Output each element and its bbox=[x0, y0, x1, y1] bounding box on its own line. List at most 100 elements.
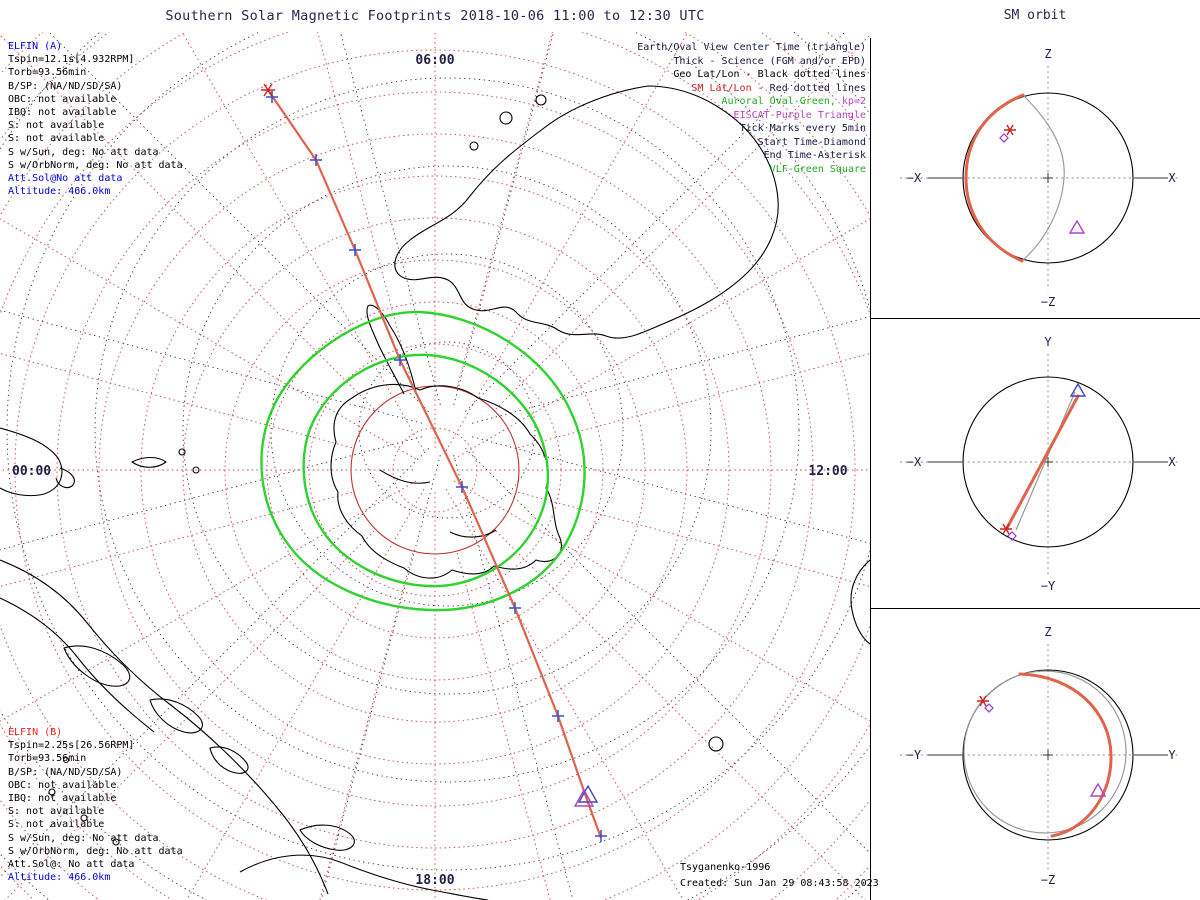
info-line: Altitude: 466.0km bbox=[8, 186, 111, 198]
orbit-arc-farside bbox=[1015, 391, 1076, 531]
axis-label-z-plus: Z bbox=[1044, 625, 1051, 639]
orbit-sphere bbox=[962, 669, 1134, 841]
info-line: S w/Sun, deg: No att data bbox=[8, 832, 159, 844]
sm-mlt-line bbox=[0, 352, 353, 449]
info-line: Torb=93.56min bbox=[8, 67, 87, 79]
end-time-asterisk-marker bbox=[1004, 124, 1016, 136]
start-time-diamond-marker bbox=[999, 133, 1009, 143]
coastline-island bbox=[63, 645, 131, 687]
info-line: IBQ: not available bbox=[8, 107, 117, 119]
center-time-triangle bbox=[1089, 782, 1107, 797]
five-min-tick-mark bbox=[552, 710, 564, 722]
coastline-island bbox=[708, 736, 724, 752]
axis-label-y-minus: −Y bbox=[1041, 579, 1056, 593]
five-min-tick-mark bbox=[310, 154, 322, 166]
footprint-map: 06:00 00:00 12:00 18:00 bbox=[0, 32, 870, 900]
mlt-label-1800: 18:00 bbox=[415, 873, 454, 888]
geo-longitude-line bbox=[465, 448, 870, 854]
legend-line: Geo Lat/Lon - Black dotted lines bbox=[673, 69, 866, 80]
sm-latitude-circle bbox=[224, 259, 646, 681]
info-line: S: not available bbox=[8, 819, 105, 831]
coastline-island bbox=[499, 111, 513, 125]
footer-model: Tsyganenko-1996 bbox=[680, 862, 771, 873]
coastline-island bbox=[149, 698, 203, 734]
geo-longitude-line bbox=[339, 32, 441, 405]
legend-line: End Time-Asterisk bbox=[763, 150, 866, 161]
axis-label-x-plus: X bbox=[1168, 171, 1176, 185]
sm-mlt-line bbox=[445, 488, 684, 900]
sm-mlt-line bbox=[0, 34, 375, 410]
center-time-triangle bbox=[577, 784, 599, 803]
page-title: Southern Solar Magnetic Footprints 2018-… bbox=[165, 8, 705, 24]
info-line: Tspin=2.25s[26.56RPM] bbox=[8, 740, 135, 752]
elfin-b-info: ELFIN (B) Tspin=2.25s[26.56RPM] Torb=93.5… bbox=[8, 726, 183, 884]
start-time-diamond-marker bbox=[1007, 531, 1017, 541]
orbit-sphere bbox=[962, 92, 1134, 264]
panel-divider-vertical bbox=[870, 38, 871, 900]
end-time-asterisk-marker bbox=[261, 83, 275, 97]
sm-latitude-circle bbox=[98, 133, 772, 807]
orbit-arc-nearside bbox=[1005, 394, 1080, 530]
info-line: Att.Sol@: No att data bbox=[8, 859, 135, 871]
sm-mlt-line bbox=[4, 530, 375, 900]
geo-longitude-line bbox=[320, 455, 441, 900]
sm-latitude-circle bbox=[350, 385, 520, 555]
center-time-triangle bbox=[1068, 219, 1086, 234]
sm-mlt-line bbox=[319, 552, 414, 900]
info-line: S: not available bbox=[8, 133, 105, 145]
sm-mlt-line bbox=[517, 352, 870, 449]
coastline-islet bbox=[48, 788, 56, 796]
eiscat-triangle bbox=[573, 788, 595, 807]
info-line: B/SP: (NA/ND/SD/SA) bbox=[8, 766, 123, 778]
info-line: Altitude: 466.0km bbox=[8, 872, 111, 884]
sm-mlt-line bbox=[456, 32, 553, 388]
sm-mlt-line bbox=[495, 530, 866, 900]
axis-label-y-plus: Y bbox=[1044, 335, 1052, 349]
coastline-island bbox=[469, 141, 479, 151]
geo-latitude-circle bbox=[94, 77, 800, 783]
center-time-triangle bbox=[1069, 382, 1087, 397]
info-line: IBQ: not available bbox=[8, 793, 117, 805]
coastline-antarctica bbox=[330, 383, 562, 579]
info-line: Torb=93.56min bbox=[8, 753, 87, 765]
coastline-island bbox=[192, 466, 200, 474]
coastline-peninsula bbox=[366, 304, 417, 395]
info-line: S: not available bbox=[8, 806, 105, 818]
sm-mlt-line bbox=[517, 491, 870, 588]
info-line: Tspin=12.1s[4.932RPM] bbox=[8, 54, 135, 66]
end-time-asterisk-marker bbox=[977, 695, 989, 707]
coastline-island bbox=[131, 456, 167, 468]
five-min-tick-mark bbox=[394, 354, 406, 366]
map-legend: Earth/Oval View Center Time (triangle) Th… bbox=[520, 41, 866, 176]
elfin-a-info: ELFIN (A) Tspin=12.1s[4.932RPM] Torb=93.5… bbox=[8, 40, 183, 198]
sm-orbit-panel-yz: Z −Z −Y Y bbox=[900, 625, 1180, 887]
legend-line: Start Time-Diamond bbox=[757, 136, 866, 148]
sm-mlt-line bbox=[453, 480, 870, 722]
panel-divider-horizontal bbox=[870, 318, 1200, 319]
five-min-tick-mark bbox=[595, 830, 607, 842]
coastlines bbox=[0, 85, 870, 900]
info-line: B/SP: (NA/ND/SD/SA) bbox=[8, 80, 123, 92]
axis-label-x-minus: −X bbox=[907, 171, 922, 185]
sm-latitude-circle bbox=[14, 49, 856, 891]
axis-label-z-minus: −Z bbox=[1041, 873, 1055, 887]
mlt-label-0600: 06:00 bbox=[415, 53, 454, 68]
sm-mlt-line bbox=[495, 34, 870, 410]
geo-latitude-circle bbox=[270, 253, 624, 607]
auroral-oval-inner bbox=[302, 353, 549, 588]
legend-line: Auroral Oval-Green, kp=2 bbox=[721, 96, 866, 107]
axis-label-y-minus: −Y bbox=[907, 748, 922, 762]
info-line: OBC: not available bbox=[8, 779, 117, 791]
track-markers bbox=[261, 83, 599, 807]
axis-label-x-plus: X bbox=[1168, 455, 1176, 469]
coastline-islet bbox=[112, 838, 120, 846]
coastline-island bbox=[55, 467, 75, 489]
five-min-tick-mark bbox=[509, 602, 521, 614]
coastline-ice-shelves bbox=[379, 469, 497, 538]
info-line: S w/OrbNorm, deg: No att data bbox=[8, 845, 183, 857]
axis-label-y-plus: Y bbox=[1168, 748, 1176, 762]
sm-latitude-circle bbox=[182, 217, 688, 723]
orbit-arc-farside bbox=[963, 670, 1127, 834]
coastline-bottom bbox=[239, 854, 489, 900]
